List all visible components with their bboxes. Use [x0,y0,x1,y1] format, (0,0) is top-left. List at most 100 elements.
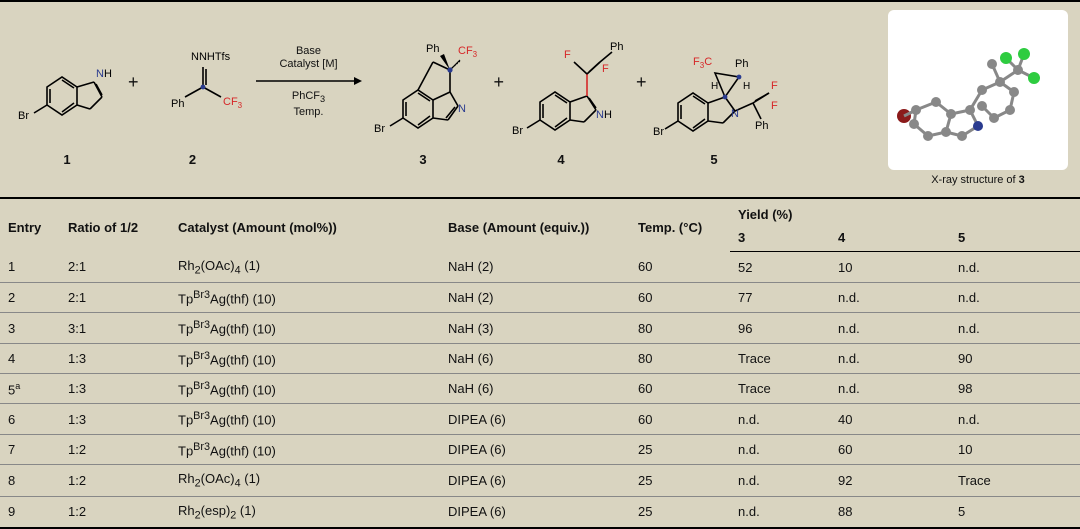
cell-catalyst: TpBr3Ag(thf) (10) [170,374,440,404]
cell-y5: n.d. [950,252,1080,283]
arrow-bottom-line2: Temp. [294,106,324,118]
label-nh: NH [96,68,112,80]
cell-ratio: 1:3 [60,374,170,404]
compound-num-5: 5 [639,152,789,167]
table-row: 5a1:3TpBr3Ag(thf) (10)NaH (6)60Tracen.d.… [0,374,1080,404]
cell-y4: n.d. [830,313,950,343]
cell-y5: 98 [950,374,1080,404]
col-catalyst: Catalyst (Amount (mol%)) [170,198,440,252]
cell-catalyst: Rh2(OAc)4 (1) [170,465,440,497]
cell-base: DIPEA (6) [440,496,630,527]
cell-entry: 2 [0,283,60,313]
cell-ratio: 1:3 [60,343,170,373]
cell-y4: 10 [830,252,950,283]
label-ph: Ph [426,43,439,55]
cell-y5: 10 [950,434,1080,464]
table-row: 91:2Rh2(esp)2 (1)DIPEA (6)25n.d.885 [0,496,1080,527]
label-br: Br [18,110,29,122]
cell-ratio: 1:2 [60,496,170,527]
marker-dot [722,95,727,100]
cell-catalyst: Rh2(esp)2 (1) [170,496,440,527]
cell-catalyst: TpBr3Ag(thf) (10) [170,313,440,343]
cell-temp: 60 [630,404,730,434]
xray-caption: X-ray structure of 3 [888,174,1068,186]
cell-catalyst: Rh2(OAc)4 (1) [170,252,440,283]
cell-base: DIPEA (6) [440,465,630,497]
col-yield-group-label: Yield (%) [738,207,792,222]
cell-ratio: 1:2 [60,434,170,464]
cell-base: DIPEA (6) [440,404,630,434]
molecule-4: F Ph F NH Br [510,22,630,142]
table-body: 12:1Rh2(OAc)4 (1)NaH (2)605210n.d.22:1Tp… [0,252,1080,528]
marker-dot [736,75,741,80]
label-f-bot: F [602,63,609,75]
label-h2: H [743,81,750,92]
compound-num-1: 1 [12,152,122,167]
label-br: Br [512,125,523,137]
cell-catalyst: TpBr3Ag(thf) (10) [170,404,440,434]
cell-catalyst: TpBr3Ag(thf) (10) [170,343,440,373]
cell-entry: 3 [0,313,60,343]
molecule-3: Ph CF3 N Br [368,22,488,142]
cell-temp: 60 [630,374,730,404]
cell-base: DIPEA (6) [440,434,630,464]
label-n: N [731,108,739,120]
cell-entry: 6 [0,404,60,434]
compound-num-4: 4 [501,152,621,167]
cell-y4: 60 [830,434,950,464]
cell-entry: 9 [0,496,60,527]
cell-entry: 7 [0,434,60,464]
cell-y5: n.d. [950,404,1080,434]
cell-y4: n.d. [830,283,950,313]
cell-y4: 92 [830,465,950,497]
molecule-5: F3C Ph H H F F N Ph Br [653,17,803,147]
cell-base: NaH (2) [440,283,630,313]
conditions-table: Entry Ratio of 1/2 Catalyst (Amount (mol… [0,197,1080,527]
col-temp: Temp. (°C) [630,198,730,252]
col-base: Base (Amount (equiv.)) [440,198,630,252]
arrow-top-label: Base Catalyst [M] [279,45,337,73]
cell-temp: 80 [630,313,730,343]
plus-sign-3: + [636,72,647,93]
cell-catalyst: TpBr3Ag(thf) (10) [170,434,440,464]
col-y3: 3 [730,226,830,252]
molecule-2: NNHTfs Ph CF3 [145,27,250,137]
cell-y3: n.d. [730,404,830,434]
reaction-arrow: Base Catalyst [M] PhCF3 Temp. [254,45,364,120]
label-nnhtfs: NNHTfs [191,51,231,63]
arrow-bottom-label: PhCF3 Temp. [292,90,325,119]
cell-temp: 25 [630,465,730,497]
label-br: Br [653,126,664,138]
col-entry: Entry [0,198,60,252]
cell-temp: 80 [630,343,730,373]
cell-y5: 90 [950,343,1080,373]
label-nh: NH [596,109,612,121]
cell-entry: 1 [0,252,60,283]
label-f-bot: F [771,100,778,112]
cell-ratio: 1:3 [60,404,170,434]
cell-base: NaH (6) [440,374,630,404]
xray-structure-panel [888,10,1068,170]
reaction-scheme: Br NH + NNHTfs Ph CF3 [0,2,1080,197]
cell-y5: n.d. [950,313,1080,343]
label-ph2: Ph [755,120,768,132]
cell-y3: Trace [730,343,830,373]
cell-y3: 96 [730,313,830,343]
table-row: 22:1TpBr3Ag(thf) (10)NaH (2)6077n.d.n.d. [0,283,1080,313]
arrow-top-line2: Catalyst [M] [279,58,337,70]
plus-sign-1: + [128,72,139,93]
cell-y4: n.d. [830,343,950,373]
cell-entry: 5a [0,374,60,404]
cell-ratio: 2:1 [60,252,170,283]
label-ph: Ph [610,41,623,53]
table-row: 71:2TpBr3Ag(thf) (10)DIPEA (6)25n.d.6010 [0,434,1080,464]
cell-y4: 88 [830,496,950,527]
table-row: 81:2Rh2(OAc)4 (1)DIPEA (6)25n.d.92Trace [0,465,1080,497]
cell-ratio: 2:1 [60,283,170,313]
cell-y5: Trace [950,465,1080,497]
cell-temp: 60 [630,283,730,313]
label-f-top: F [771,80,778,92]
table-row: 61:3TpBr3Ag(thf) (10)DIPEA (6)60n.d.40n.… [0,404,1080,434]
cell-y3: n.d. [730,465,830,497]
cell-y3: 52 [730,252,830,283]
